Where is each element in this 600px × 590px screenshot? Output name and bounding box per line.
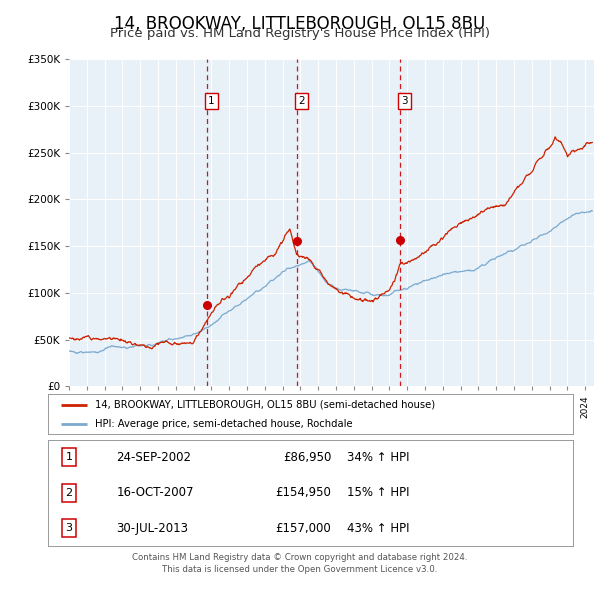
Text: 1: 1 bbox=[65, 453, 73, 462]
Text: 30-JUL-2013: 30-JUL-2013 bbox=[116, 522, 188, 535]
Text: £157,000: £157,000 bbox=[276, 522, 331, 535]
Text: 16-OCT-2007: 16-OCT-2007 bbox=[116, 486, 194, 499]
Text: 1: 1 bbox=[208, 96, 215, 106]
Text: Contains HM Land Registry data © Crown copyright and database right 2024.
This d: Contains HM Land Registry data © Crown c… bbox=[132, 553, 468, 574]
Text: 14, BROOKWAY, LITTLEBOROUGH, OL15 8BU: 14, BROOKWAY, LITTLEBOROUGH, OL15 8BU bbox=[115, 15, 485, 33]
Text: 34% ↑ HPI: 34% ↑ HPI bbox=[347, 451, 410, 464]
Text: 43% ↑ HPI: 43% ↑ HPI bbox=[347, 522, 410, 535]
Text: £154,950: £154,950 bbox=[275, 486, 331, 499]
Text: 2: 2 bbox=[65, 488, 73, 497]
Text: 3: 3 bbox=[401, 96, 408, 106]
Text: HPI: Average price, semi-detached house, Rochdale: HPI: Average price, semi-detached house,… bbox=[95, 419, 353, 428]
Text: 2: 2 bbox=[298, 96, 305, 106]
Text: 14, BROOKWAY, LITTLEBOROUGH, OL15 8BU (semi-detached house): 14, BROOKWAY, LITTLEBOROUGH, OL15 8BU (s… bbox=[95, 400, 436, 410]
Text: 24-SEP-2002: 24-SEP-2002 bbox=[116, 451, 191, 464]
Text: £86,950: £86,950 bbox=[283, 451, 331, 464]
Text: Price paid vs. HM Land Registry's House Price Index (HPI): Price paid vs. HM Land Registry's House … bbox=[110, 27, 490, 40]
Text: 3: 3 bbox=[65, 523, 73, 533]
Text: 15% ↑ HPI: 15% ↑ HPI bbox=[347, 486, 410, 499]
